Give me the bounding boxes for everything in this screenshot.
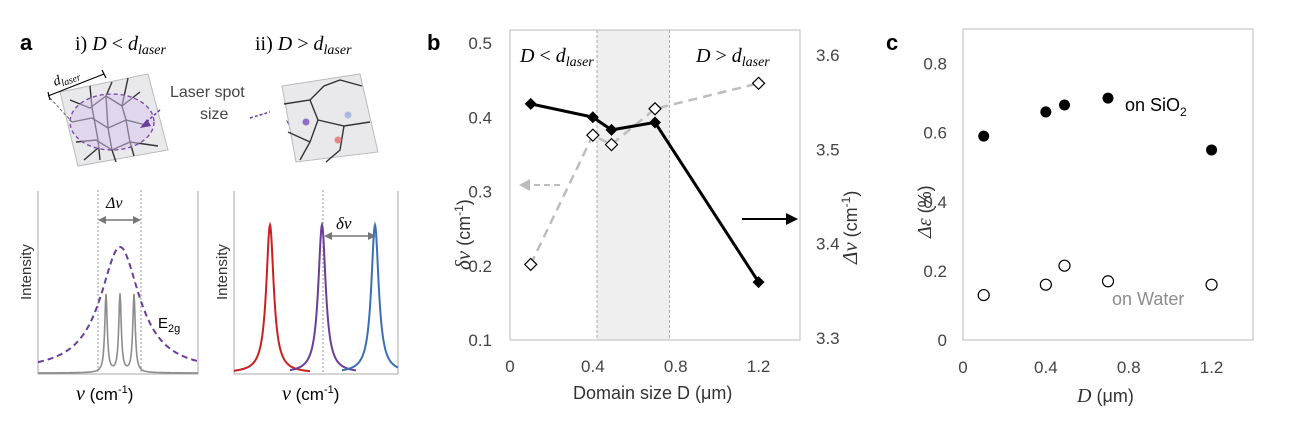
point-dnu — [586, 128, 600, 143]
y-tick-label-right: 3.5 — [816, 140, 840, 159]
panel-c-series — [977, 92, 1218, 302]
y-tick-label: 0.4 — [923, 193, 947, 212]
x-tick-label: 0.8 — [664, 357, 688, 376]
point-dnu — [604, 137, 619, 152]
large-domains-illustration — [249, 73, 379, 163]
region-label-large: D > dlaser — [695, 45, 770, 70]
y-tick-label: 0.2 — [468, 257, 492, 276]
panel-c-frame — [962, 28, 1254, 341]
point-delta-nu — [605, 123, 618, 136]
right-axis-arrowhead — [786, 213, 798, 225]
point-dnu — [523, 257, 538, 272]
left-axis-arrowhead — [519, 179, 530, 191]
panel-b-y-axis-label-right: Δν (cm-1) — [838, 191, 862, 265]
point-on-sio2 — [978, 130, 990, 142]
point-on-water — [1039, 278, 1052, 291]
panel-c-x-ticks: 0 0.4 0.8 1.2 — [958, 358, 1223, 377]
small-domains-illustration: dlaser — [47, 69, 169, 167]
spectrum-large-domain: δν Intensity ν (cm-1) — [214, 190, 399, 405]
laser-spot-label: Laser spot — [170, 84, 245, 101]
series-line-dnu — [529, 82, 759, 265]
delta-nu-label: Δν — [105, 195, 123, 212]
point-delta-nu — [524, 97, 537, 110]
panel-b-series — [523, 76, 766, 289]
panel-c: c 0 0.4 0.8 1.2 0 0.2 0.4 0.6 0.8 on SiO2 on Wa… — [886, 28, 1254, 407]
y-tick-label: 0.6 — [923, 124, 947, 143]
title-small-domain: i) D < dlaser — [75, 33, 167, 58]
point-delta-nu — [752, 276, 765, 289]
panel-a: a i) D < dlaser ii) D > dlaser — [18, 30, 399, 405]
laser-spot-label-2: size — [200, 106, 229, 123]
y-tick-label-right: 3.4 — [816, 235, 840, 254]
intensity-axis-label-right: Intensity — [214, 244, 231, 300]
x-tick-label: 1.2 — [747, 357, 771, 376]
nu-axis-label-left: ν (cm-1) — [76, 383, 133, 405]
panel-b: b 0 0.4 0.8 1.2 0.10.20.30.40.5 3.33.43.53.… — [427, 29, 862, 403]
point-on-sio2 — [1040, 106, 1052, 118]
point-on-sio2 — [1206, 144, 1218, 156]
y-tick-label-right: 3.3 — [816, 329, 840, 348]
panel-c-y-ticks: 0 0.2 0.4 0.6 0.8 — [923, 55, 947, 350]
y-tick-label-right: 3.6 — [816, 46, 840, 65]
legend-water: on Water — [1112, 289, 1184, 309]
point-on-water — [1058, 259, 1071, 272]
x-tick-label: 0.4 — [581, 357, 605, 376]
y-tick-label: 0 — [938, 331, 947, 350]
e2g-label: E2g — [158, 315, 180, 335]
panel-b-label: b — [427, 30, 440, 55]
point-on-sio2 — [1102, 92, 1114, 104]
title-large-domain: ii) D > dlaser — [255, 33, 352, 58]
intensity-axis-label-left: Intensity — [18, 244, 35, 300]
point-on-water — [1101, 275, 1115, 288]
x-tick-label: 0.8 — [1117, 358, 1141, 377]
point-on-water — [977, 288, 990, 302]
panel-b-y-axis-label-left: δν (cm-1) — [451, 199, 475, 270]
legend-sio2: on SiO2 — [1125, 95, 1187, 119]
point-delta-nu — [649, 116, 661, 129]
panel-a-label: a — [20, 30, 33, 55]
panel-b-y-ticks-left: 0.1 0.2 0.3 0.4 0.5 — [468, 34, 492, 350]
point-delta-nu — [586, 111, 599, 124]
y-tick-label: 0.5 — [468, 34, 492, 53]
point-dnu — [648, 101, 662, 116]
x-tick-label: 1.2 — [1200, 358, 1224, 377]
point-dnu — [751, 76, 766, 91]
panel-c-y-axis-label: Δε (%) — [914, 185, 936, 239]
panel-b-x-axis-label: Domain size D (μm) — [573, 383, 732, 403]
nu-axis-label-right: ν (cm-1) — [282, 383, 339, 405]
x-tick-label: 0.4 — [1034, 358, 1058, 377]
point-on-water — [1205, 278, 1218, 291]
x-tick-label: 0 — [958, 358, 967, 377]
panel-b-y-ticks-right: 3.3 3.4 3.5 3.6 — [816, 46, 840, 348]
panel-c-x-axis-label: D (μm) — [1076, 385, 1134, 407]
y-tick-label: 0.8 — [923, 55, 947, 74]
y-tick-label: 0.2 — [923, 262, 947, 281]
spectrum-small-domain: Δν E2g Intensity ν (cm-1) — [18, 190, 199, 405]
delta-small-nu-label: δν — [336, 214, 352, 233]
panel-b-x-ticks: 0 0.4 0.8 1.2 — [505, 357, 770, 376]
shaded-transition-region — [597, 30, 670, 340]
y-tick-label: 0.4 — [468, 108, 492, 127]
panel-b-frame — [509, 29, 801, 341]
panel-c-label: c — [886, 30, 898, 55]
y-tick-label: 0.1 — [468, 331, 492, 350]
point-on-sio2 — [1059, 99, 1070, 111]
x-tick-label: 0 — [505, 357, 514, 376]
y-tick-label: 0.3 — [468, 183, 492, 202]
region-label-small: D < dlaser — [519, 45, 594, 70]
